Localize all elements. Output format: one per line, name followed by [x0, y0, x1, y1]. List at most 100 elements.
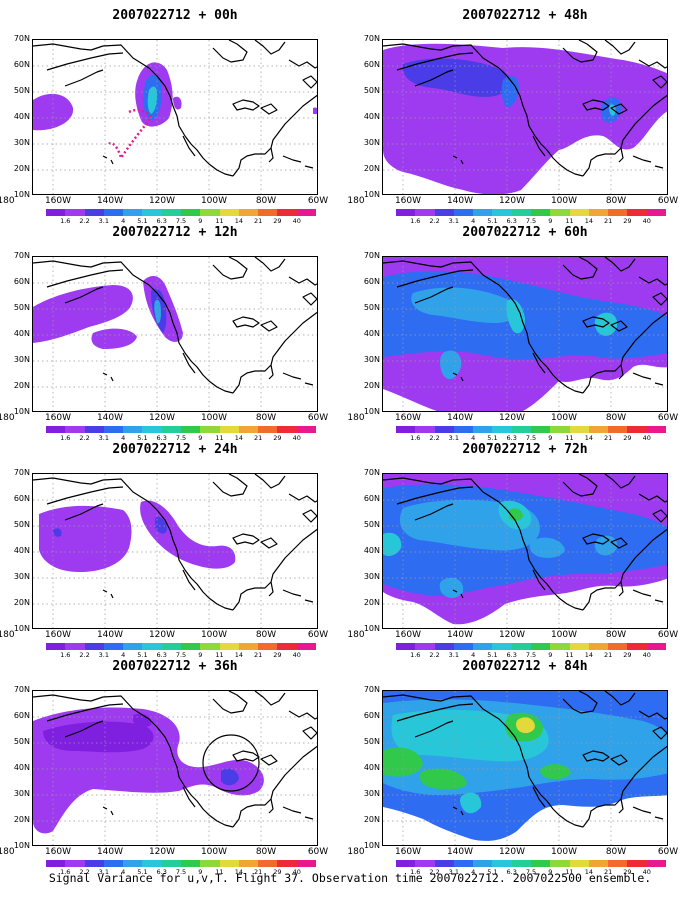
colorbar-label: 11: [565, 868, 574, 876]
lon-label: 80W: [605, 630, 627, 640]
lon-label: 120W: [498, 847, 526, 857]
lon-label: 180: [0, 196, 15, 206]
colorbar-label: 1.6: [60, 651, 71, 659]
lat-label: 30N: [363, 789, 380, 798]
colorbar-swatch: [608, 860, 628, 867]
colorbar-swatch: [84, 426, 104, 433]
lat-label: 70N: [13, 34, 30, 43]
colorbar-swatch: [434, 643, 454, 650]
colorbar-swatch: [219, 426, 239, 433]
map-area: [32, 473, 318, 629]
variance-field: [383, 257, 667, 411]
colorbar-label: 29: [623, 868, 632, 876]
colorbar-swatch: [123, 860, 143, 867]
colorbar-swatch: [396, 643, 416, 650]
colorbar-swatch: [180, 426, 201, 433]
colorbar-label: 21: [604, 434, 613, 442]
map-panel-24h: 2007022712 + 24h 70N 60N 50N 40N 30N 20N…: [0, 442, 340, 660]
colorbar-label: 3.1: [98, 434, 110, 442]
lat-label: 60N: [363, 711, 380, 720]
lat-label: 30N: [13, 138, 30, 147]
map-area: [382, 690, 668, 846]
colorbar-label: 5.1: [487, 651, 498, 659]
colorbar-swatch: [277, 643, 297, 650]
variance-map: [33, 257, 317, 411]
colorbar-label: 11: [215, 217, 224, 225]
colorbar-label: 29: [273, 217, 282, 225]
lon-label: 100W: [550, 413, 578, 423]
colorbar-swatch: [123, 209, 143, 216]
colorbar-swatch: [492, 643, 512, 650]
colorbar-swatch: [200, 860, 220, 867]
colorbar-label: 29: [273, 651, 282, 659]
colorbar-label: 4: [471, 217, 476, 225]
colorbar-label: 1.6: [60, 868, 71, 876]
colorbar-label: 3.1: [448, 434, 460, 442]
colorbar-label: 1.6: [410, 434, 421, 442]
lat-label: 50N: [363, 737, 380, 746]
lon-label: 100W: [200, 630, 228, 640]
colorbar-swatch: [473, 209, 493, 216]
lat-label: 30N: [363, 355, 380, 364]
lat-label: 20N: [363, 164, 380, 173]
lat-label: 30N: [363, 138, 380, 147]
lat-label: 60N: [13, 711, 30, 720]
lon-label: 120W: [148, 196, 176, 206]
colorbar-swatch: [200, 209, 220, 216]
colorbar-swatch: [453, 643, 474, 650]
colorbar-label: 9: [548, 434, 553, 442]
colorbar-swatch: [415, 209, 435, 216]
colorbar-label: 6.3: [156, 651, 167, 659]
lon-label: 80W: [605, 847, 627, 857]
colorbar-swatch: [511, 860, 531, 867]
lon-label: 80W: [255, 630, 277, 640]
colorbar-label: 11: [215, 434, 224, 442]
variance-map: [33, 40, 317, 194]
colorbar-swatch: [530, 426, 551, 433]
colorbar-label: 4: [471, 651, 476, 659]
colorbar-swatch: [103, 643, 124, 650]
lat-label: 10N: [363, 407, 380, 416]
colorbar-label: 11: [565, 217, 574, 225]
lon-label: 160W: [44, 847, 72, 857]
colorbar-label: 9: [548, 217, 553, 225]
colorbar: [396, 209, 666, 216]
colorbar-swatch: [65, 426, 85, 433]
colorbar-swatch: [65, 860, 85, 867]
colorbar-label: 3.1: [98, 868, 110, 876]
lat-label: 60N: [13, 277, 30, 286]
lon-label: 60W: [307, 630, 329, 640]
lat-label: 30N: [363, 572, 380, 581]
colorbar-label: 5.1: [137, 651, 148, 659]
lat-label: 10N: [363, 190, 380, 199]
colorbar-swatch: [608, 209, 628, 216]
colorbar-label: 29: [623, 434, 632, 442]
lat-label: 60N: [363, 60, 380, 69]
lat-label: 60N: [13, 60, 30, 69]
lon-label: 160W: [394, 847, 422, 857]
lat-label: 70N: [363, 251, 380, 260]
colorbar-label: 11: [215, 868, 224, 876]
variance-field: [33, 62, 317, 131]
lon-label: 80W: [255, 847, 277, 857]
colorbar-label: 14: [584, 217, 593, 225]
colorbar-label: 21: [254, 217, 263, 225]
variance-map: [33, 474, 317, 628]
colorbar-label: 21: [254, 651, 263, 659]
colorbar-swatch: [103, 426, 124, 433]
colorbar-label: 6.3: [506, 217, 517, 225]
colorbar-label: 4: [471, 434, 476, 442]
colorbar-swatch: [296, 643, 316, 650]
variance-field: [383, 691, 667, 841]
colorbar-label: 40: [292, 868, 301, 876]
colorbar-label: 21: [604, 868, 613, 876]
panel-title: 2007022712 + 24h: [112, 442, 238, 457]
lat-label: 50N: [363, 303, 380, 312]
colorbar-label: 5.1: [137, 434, 148, 442]
colorbar: [46, 426, 316, 433]
colorbar-swatch: [258, 860, 278, 867]
lon-label: 160W: [394, 630, 422, 640]
colorbar-swatch: [84, 643, 104, 650]
colorbar-label: 7.5: [175, 217, 187, 225]
lon-label: 160W: [44, 196, 72, 206]
